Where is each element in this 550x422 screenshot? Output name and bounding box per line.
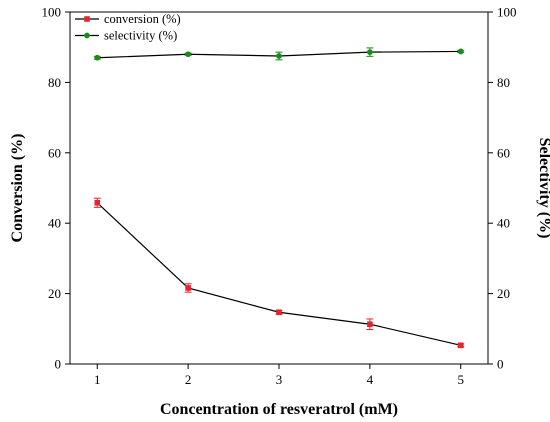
data-point (276, 53, 282, 59)
series-line-0 (96, 202, 461, 346)
legend: conversion (%) selectivity (%) (75, 12, 181, 43)
x-tick-label: 1 (94, 372, 101, 387)
x-axis-title: Concentration of resveratrol (mM) (160, 401, 398, 418)
left-y-axis: 0 20 40 60 80 100 (42, 5, 70, 372)
x-tick-label: 4 (367, 372, 374, 387)
y2-tick-label: 0 (497, 357, 504, 372)
y-tick-label: 80 (48, 75, 61, 90)
x-tick-label: 3 (276, 372, 283, 387)
y-tick-label: 40 (48, 216, 61, 231)
data-point (366, 49, 373, 56)
y-tick-label: 60 (48, 145, 61, 160)
legend-label: conversion (%) (104, 12, 181, 26)
data-point (276, 309, 282, 316)
legend-item: selectivity (%) (75, 29, 177, 43)
data-point (185, 285, 191, 291)
legend-label: selectivity (%) (104, 29, 177, 43)
data-point (457, 342, 464, 349)
x-axis: 1 2 3 4 5 (94, 364, 464, 387)
y2-tick-label: 100 (497, 5, 517, 20)
data-point (94, 199, 101, 206)
x-tick-label: 5 (457, 372, 464, 387)
data-point (185, 51, 192, 58)
y-tick-label: 100 (42, 5, 62, 20)
legend-marker (84, 16, 90, 22)
legend-marker (84, 32, 90, 39)
legend-item: conversion (%) (75, 12, 181, 26)
y2-tick-label: 80 (497, 75, 510, 90)
right-y-axis: 0 20 40 60 80 100 (488, 5, 517, 372)
series-layer (93, 47, 465, 349)
y2-tick-label: 20 (497, 286, 510, 301)
y2-tick-label: 40 (497, 216, 510, 231)
y-tick-label: 20 (48, 286, 61, 301)
data-point (367, 321, 373, 328)
y-tick-label: 0 (55, 357, 62, 372)
x-tick-label: 2 (185, 372, 192, 387)
y-axis-title: Conversion (%) (9, 134, 26, 243)
y2-tick-label: 60 (497, 145, 510, 160)
y2-axis-title: Selectivity (%) (536, 138, 550, 239)
data-point (94, 54, 101, 61)
data-point (457, 48, 464, 55)
